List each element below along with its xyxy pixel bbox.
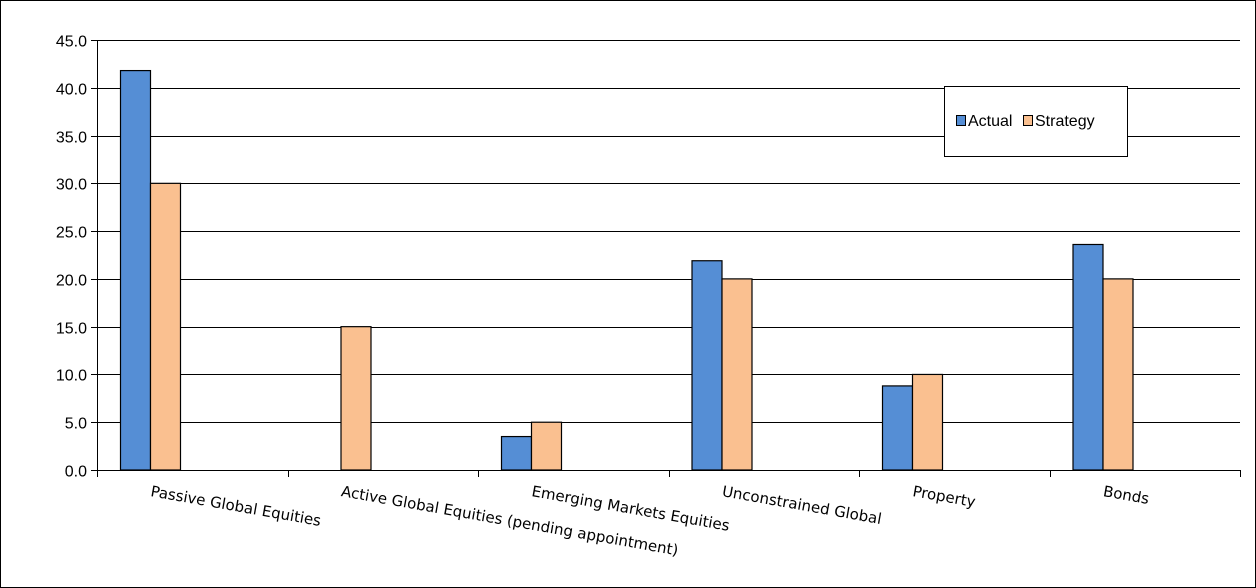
legend-swatch-actual <box>956 115 966 126</box>
legend-label-strategy: Strategy <box>1035 113 1095 130</box>
bar-strategy-4 <box>911 373 944 471</box>
y-tick-label: 40.0 <box>56 82 87 99</box>
bar-strategy-2 <box>530 421 563 471</box>
y-tick-label: 0.0 <box>65 464 87 481</box>
y-tick-label: 45.0 <box>56 34 87 51</box>
bar-actual-4 <box>881 385 914 471</box>
bar-actual-3 <box>691 260 723 471</box>
legend-swatch-strategy <box>1023 115 1033 126</box>
y-tick-label: 5.0 <box>65 416 87 433</box>
bar-strategy-5 <box>1102 278 1134 471</box>
axes <box>91 40 1241 477</box>
legend-box <box>944 86 1128 157</box>
bar-strategy-0 <box>149 182 182 471</box>
bar-strategy-3 <box>721 278 753 471</box>
y-tick-label: 20.0 <box>56 273 87 290</box>
bar-actual-5 <box>1072 243 1104 471</box>
y-tick-label: 15.0 <box>56 321 87 338</box>
y-tick-label: 25.0 <box>56 225 87 242</box>
bar-actual-0 <box>119 69 152 471</box>
y-tick-label: 10.0 <box>56 368 87 385</box>
bar-actual-2 <box>500 435 533 471</box>
y-tick-label: 30.0 <box>56 177 87 194</box>
y-tick-label: 35.0 <box>56 130 87 147</box>
bar-strategy-1 <box>340 326 372 471</box>
legend-label-actual: Actual <box>968 113 1012 130</box>
bars <box>119 69 1134 471</box>
legend: Actual Strategy <box>944 86 1128 157</box>
